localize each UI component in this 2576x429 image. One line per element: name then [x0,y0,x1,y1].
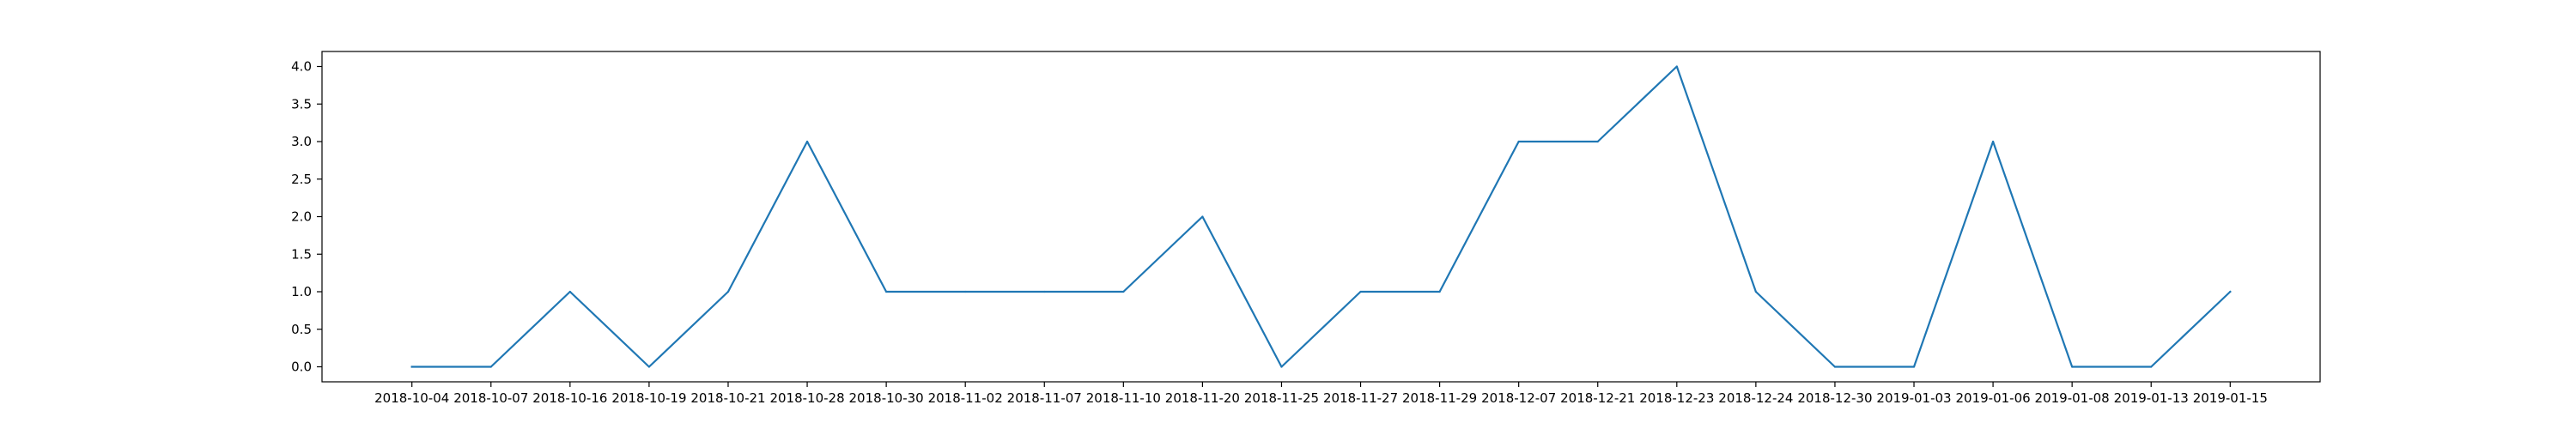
x-tick-label: 2018-10-21 [690,390,765,406]
y-tick-label: 3.5 [291,96,312,112]
data-point [1754,290,1757,293]
x-tick-label: 2018-10-30 [849,390,924,406]
data-point [1912,366,1916,368]
x-tick-label: 2019-01-15 [2193,390,2268,406]
x-tick-label: 2018-11-07 [1007,390,1082,406]
x-tick-label: 2018-12-30 [1797,390,1872,406]
plot-area-frame [321,51,2321,383]
data-point [1517,140,1520,143]
data-point [2150,366,2153,368]
data-point [489,366,492,368]
data-point [1675,65,1678,68]
data-point [1833,366,1837,368]
data-point [1201,215,1204,218]
x-tick-label: 2019-01-13 [2114,390,2189,406]
x-tick-label: 2018-11-25 [1244,390,1319,406]
data-point [2229,290,2232,293]
data-point [885,290,888,293]
data-point [805,140,809,143]
x-tick-label: 2018-10-07 [453,390,528,406]
x-tick-label: 2018-10-19 [611,390,686,406]
y-tick-label: 2.0 [291,209,312,225]
y-tick-label: 4.0 [291,59,312,75]
x-tick-label: 2018-11-29 [1402,390,1477,406]
x-tick-label: 2018-10-04 [374,390,449,406]
y-tick-label: 2.5 [291,172,312,187]
data-point [568,290,571,293]
series-line [410,65,2232,368]
data-point [1043,290,1046,293]
data-point [726,290,730,293]
y-tick-label: 1.5 [291,246,312,262]
data-point [964,290,967,293]
x-tick-label: 2018-11-10 [1086,390,1161,406]
x-axis: 2018-10-04 2018-10-07 2018-10-16 2018-10-19… [374,382,2268,406]
x-tick-label: 2018-10-16 [532,390,607,406]
data-point [1280,366,1283,368]
y-tick-label: 3.0 [291,134,312,149]
x-tick-label: 2018-11-02 [928,390,1003,406]
y-tick-label: 1.0 [291,284,312,299]
x-tick-label: 2019-01-06 [1955,390,2030,406]
data-point [1438,290,1441,293]
data-point [1596,140,1599,143]
data-point [647,366,651,368]
x-tick-label: 2018-12-23 [1639,390,1714,406]
x-tick-label: 2019-01-08 [2035,390,2110,406]
x-tick-label: 2018-11-27 [1323,390,1398,406]
data-point [2071,366,2074,368]
y-tick-label: 0.0 [291,360,312,375]
data-point [410,366,413,368]
x-tick-label: 2018-12-21 [1560,390,1635,406]
x-tick-label: 2019-01-03 [1876,390,1951,406]
data-point [1991,140,1995,143]
x-tick-label: 2018-12-24 [1718,390,1793,406]
x-tick-label: 2018-11-20 [1165,390,1240,406]
x-tick-label: 2018-10-28 [769,390,844,406]
data-point [1122,290,1125,293]
series-layer [410,65,2232,368]
y-axis: 0.0 0.5 1.0 1.5 2.0 2.5 3.0 3.5 4.0 [291,59,322,375]
x-tick-label: 2018-12-07 [1481,390,1556,406]
data-point [1359,290,1362,293]
y-tick-label: 0.5 [291,322,312,337]
